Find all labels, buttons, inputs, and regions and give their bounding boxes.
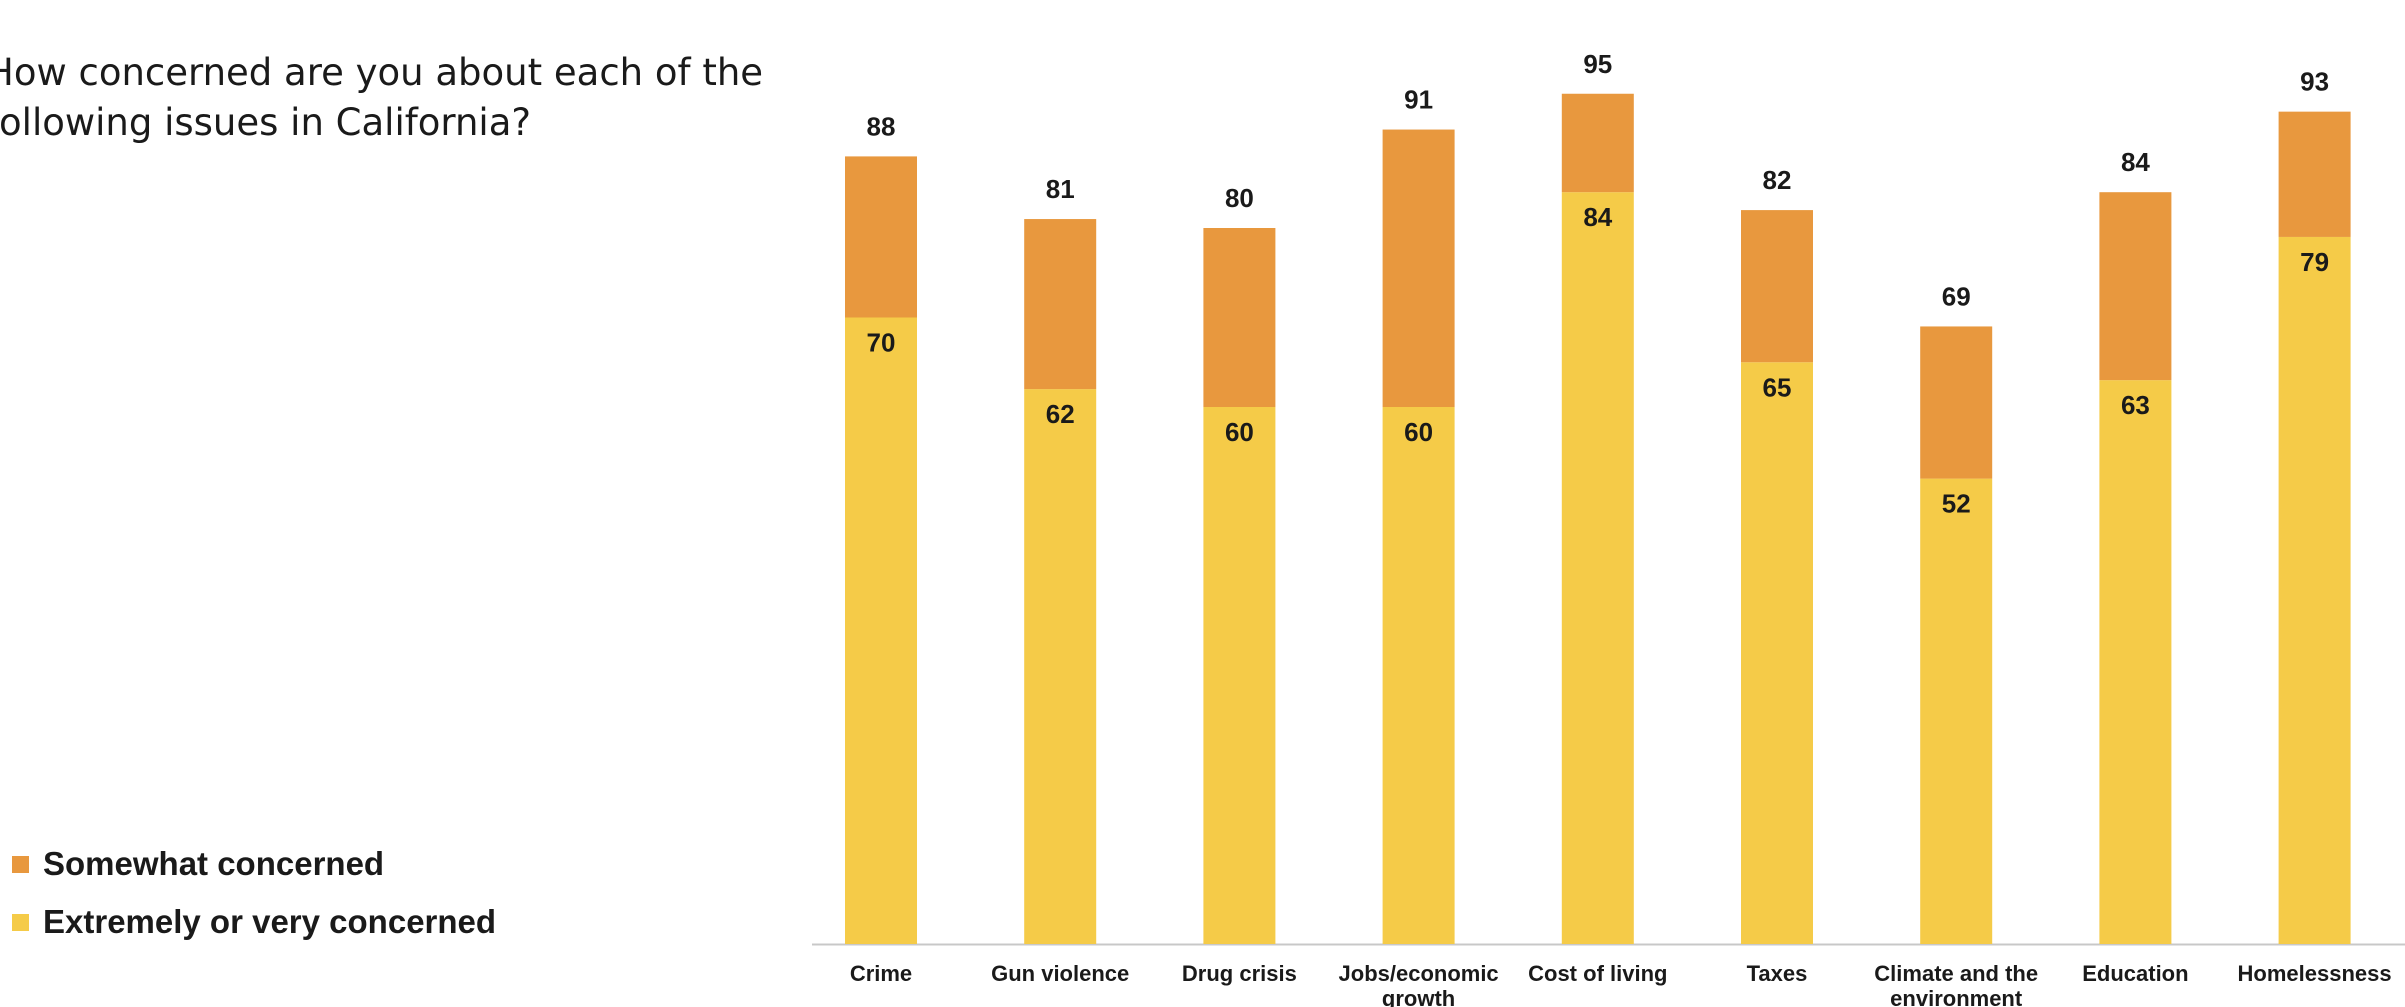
- x-tick-label-8: Homelessness: [2238, 961, 2392, 986]
- data-label-total-8: 93: [2300, 67, 2329, 97]
- x-tick-label-4: Cost of living: [1528, 961, 1667, 986]
- data-label-total-1: 81: [1046, 174, 1075, 204]
- x-tick-label-7: Education: [2082, 961, 2188, 986]
- data-label-extremely-5: 65: [1763, 372, 1792, 402]
- x-tick-label-5: Taxes: [1747, 961, 1808, 986]
- data-label-extremely-0: 70: [867, 328, 896, 358]
- data-label-total-5: 82: [1763, 165, 1792, 195]
- data-label-extremely-7: 63: [2121, 390, 2150, 420]
- x-tick-label-3: Jobs/economic growth: [1339, 961, 1499, 1007]
- data-label-extremely-2: 60: [1225, 417, 1254, 447]
- data-label-extremely-3: 60: [1404, 417, 1433, 447]
- data-label-total-0: 88: [867, 111, 896, 141]
- bar-somewhat-5: [1741, 210, 1813, 363]
- bar-somewhat-3: [1382, 129, 1455, 408]
- data-label-extremely-4: 84: [1583, 202, 1612, 232]
- bar-somewhat-1: [1024, 219, 1097, 390]
- bar-somewhat-4: [1561, 93, 1634, 193]
- chart-legend: Somewhat concerned Extremely or very con…: [12, 835, 496, 951]
- legend-swatch-extremely: [12, 913, 29, 931]
- data-label-extremely-8: 79: [2300, 247, 2329, 277]
- legend-label-somewhat: Somewhat concerned: [43, 845, 385, 882]
- data-label-total-3: 91: [1404, 85, 1433, 115]
- x-tick-label-2: Drug crisis: [1182, 961, 1297, 986]
- bar-extremely-0: [845, 317, 917, 944]
- data-label-total-7: 84: [2121, 147, 2150, 177]
- data-label-extremely-6: 52: [1942, 489, 1971, 519]
- legend-item-somewhat: Somewhat concerned: [12, 835, 496, 893]
- data-label-total-4: 95: [1583, 49, 1612, 79]
- bar-extremely-7: [2099, 380, 2172, 944]
- data-label-total-2: 80: [1225, 183, 1254, 213]
- bar-extremely-5: [1741, 362, 1813, 944]
- legend-swatch-somewhat: [12, 855, 29, 873]
- bar-extremely-4: [1561, 192, 1634, 944]
- legend-label-extremely: Extremely or very concerned: [43, 903, 497, 940]
- bar-extremely-1: [1024, 389, 1097, 945]
- bar-extremely-6: [1920, 478, 1993, 944]
- bar-extremely-8: [2278, 236, 2351, 944]
- bar-somewhat-2: [1203, 228, 1276, 407]
- data-label-total-6: 69: [1942, 281, 1971, 311]
- legend-item-extremely: Extremely or very concerned: [12, 893, 496, 951]
- bar-somewhat-0: [845, 156, 917, 318]
- chart-question: How concerned are you about each of the …: [0, 51, 764, 144]
- x-tick-label-1: Gun violence: [991, 961, 1129, 986]
- bar-somewhat-8: [2278, 111, 2351, 237]
- bar-somewhat-7: [2099, 192, 2172, 381]
- bar-extremely-2: [1203, 407, 1276, 944]
- bar-somewhat-6: [1920, 326, 1993, 479]
- x-tick-label-0: Crime: [850, 961, 912, 986]
- data-label-extremely-1: 62: [1046, 399, 1075, 429]
- bar-extremely-3: [1382, 407, 1455, 944]
- x-tick-label-6: Climate and the environment: [1874, 961, 2038, 1007]
